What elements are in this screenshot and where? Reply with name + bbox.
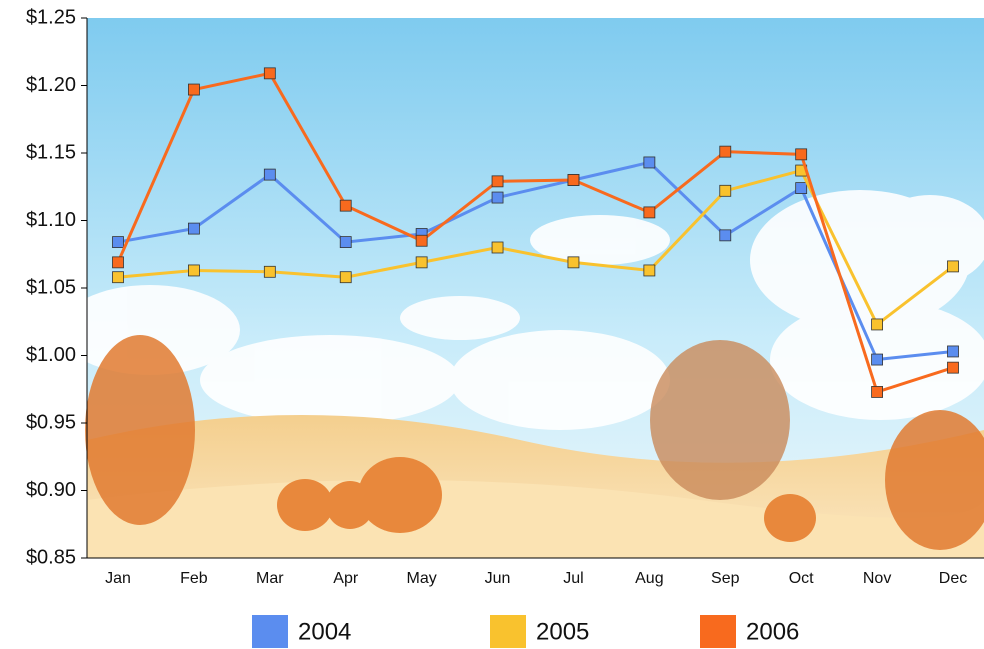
data-point: [340, 237, 351, 248]
data-point: [492, 176, 503, 187]
data-point: [948, 362, 959, 373]
y-tick-label: $1.05: [26, 276, 76, 298]
data-point: [796, 149, 807, 160]
y-tick-label: $1.20: [26, 74, 76, 96]
data-point: [948, 346, 959, 357]
data-point: [644, 157, 655, 168]
x-tick-label: Apr: [333, 570, 359, 587]
x-tick-label: Jul: [563, 570, 583, 587]
y-tick-label: $0.90: [26, 479, 76, 501]
data-point: [644, 207, 655, 218]
data-point: [264, 68, 275, 79]
data-point: [113, 257, 124, 268]
y-tick-label: $1.25: [26, 6, 76, 28]
x-tick-label: Aug: [635, 570, 663, 587]
data-point: [720, 146, 731, 157]
y-tick-label: $1.10: [26, 209, 76, 231]
x-tick-label: Oct: [789, 570, 814, 587]
x-tick-label: Dec: [939, 570, 967, 587]
x-tick-label: Feb: [180, 570, 208, 587]
legend-label: 2005: [536, 618, 589, 645]
data-point: [872, 386, 883, 397]
y-tick-label: $1.15: [26, 141, 76, 163]
data-point: [644, 265, 655, 276]
data-point: [796, 183, 807, 194]
y-tick-label: $1.00: [26, 344, 76, 366]
data-point: [948, 261, 959, 272]
data-point: [492, 192, 503, 203]
x-tick-label: Sep: [711, 570, 740, 587]
x-tick-label: Mar: [256, 570, 284, 587]
data-point: [416, 235, 427, 246]
y-tick-label: $0.85: [26, 546, 76, 568]
data-point: [113, 237, 124, 248]
data-point: [720, 185, 731, 196]
data-point: [264, 266, 275, 277]
x-tick-label: May: [407, 570, 437, 587]
data-point: [416, 257, 427, 268]
data-point: [188, 265, 199, 276]
chart: $0.85 $0.90 $0.95 $1.00 $1.05 $1.10 $1.15 $1.20…: [0, 0, 984, 649]
legend-swatch: [490, 615, 526, 648]
data-point: [568, 175, 579, 186]
data-point: [340, 272, 351, 283]
x-tick-label: Jun: [485, 570, 511, 587]
legend-swatch: [700, 615, 736, 648]
data-point: [188, 223, 199, 234]
y-tick-label: $0.95: [26, 411, 76, 433]
x-tick-label: Jan: [105, 570, 131, 587]
data-point: [264, 169, 275, 180]
data-point: [872, 319, 883, 330]
legend-swatch: [252, 615, 288, 648]
x-tick-label: Nov: [863, 570, 891, 587]
data-point: [113, 272, 124, 283]
legend-label: 2006: [746, 618, 799, 645]
data-point: [340, 200, 351, 211]
data-point: [872, 354, 883, 365]
data-point: [720, 230, 731, 241]
data-point: [568, 257, 579, 268]
data-point: [188, 84, 199, 95]
legend-label: 2004: [298, 618, 351, 645]
data-point: [492, 242, 503, 253]
